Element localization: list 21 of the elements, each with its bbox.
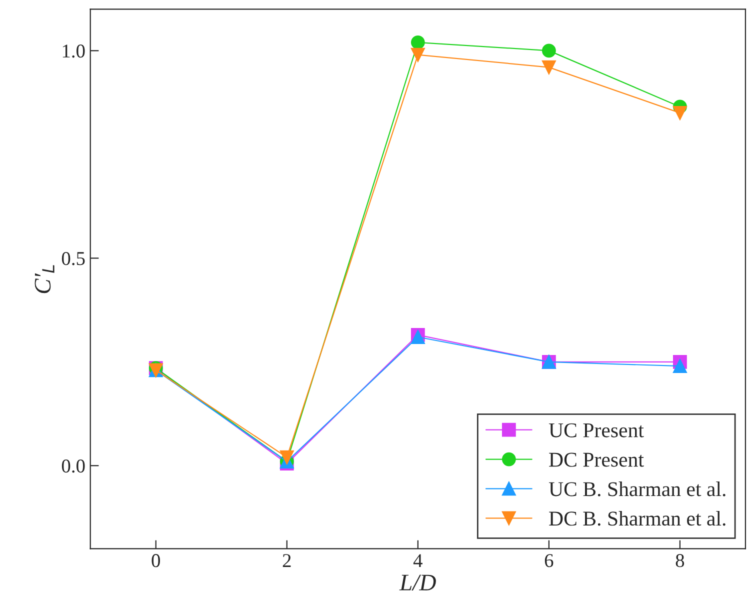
- legend-label: DC B. Sharman et al.: [549, 510, 726, 526]
- y-tick-label: 0.0: [62, 459, 85, 473]
- x-tick-label: 4: [413, 554, 422, 567]
- point: [542, 44, 556, 58]
- x-axis-title: L/D: [399, 574, 436, 591]
- y-tick-label: 1.0: [62, 44, 85, 58]
- y-tick-label: 0.5: [62, 252, 85, 266]
- point: [542, 60, 556, 74]
- legend-label: DC Present: [549, 452, 644, 467]
- y-axis-title: C′$_{L}$: [34, 265, 54, 294]
- point: [410, 35, 425, 50]
- point: [673, 106, 687, 120]
- x-tick-label: 6: [544, 554, 554, 568]
- point: [410, 48, 425, 62]
- x-tick-label: 8: [676, 554, 684, 568]
- x-tick-label: 0: [152, 554, 160, 568]
- legend-label: UC B. Sharman et al.: [548, 482, 726, 496]
- point: [673, 359, 687, 373]
- legend-label: UC Present: [548, 423, 644, 438]
- point: [280, 450, 294, 464]
- x-tick-label: 2: [282, 554, 291, 567]
